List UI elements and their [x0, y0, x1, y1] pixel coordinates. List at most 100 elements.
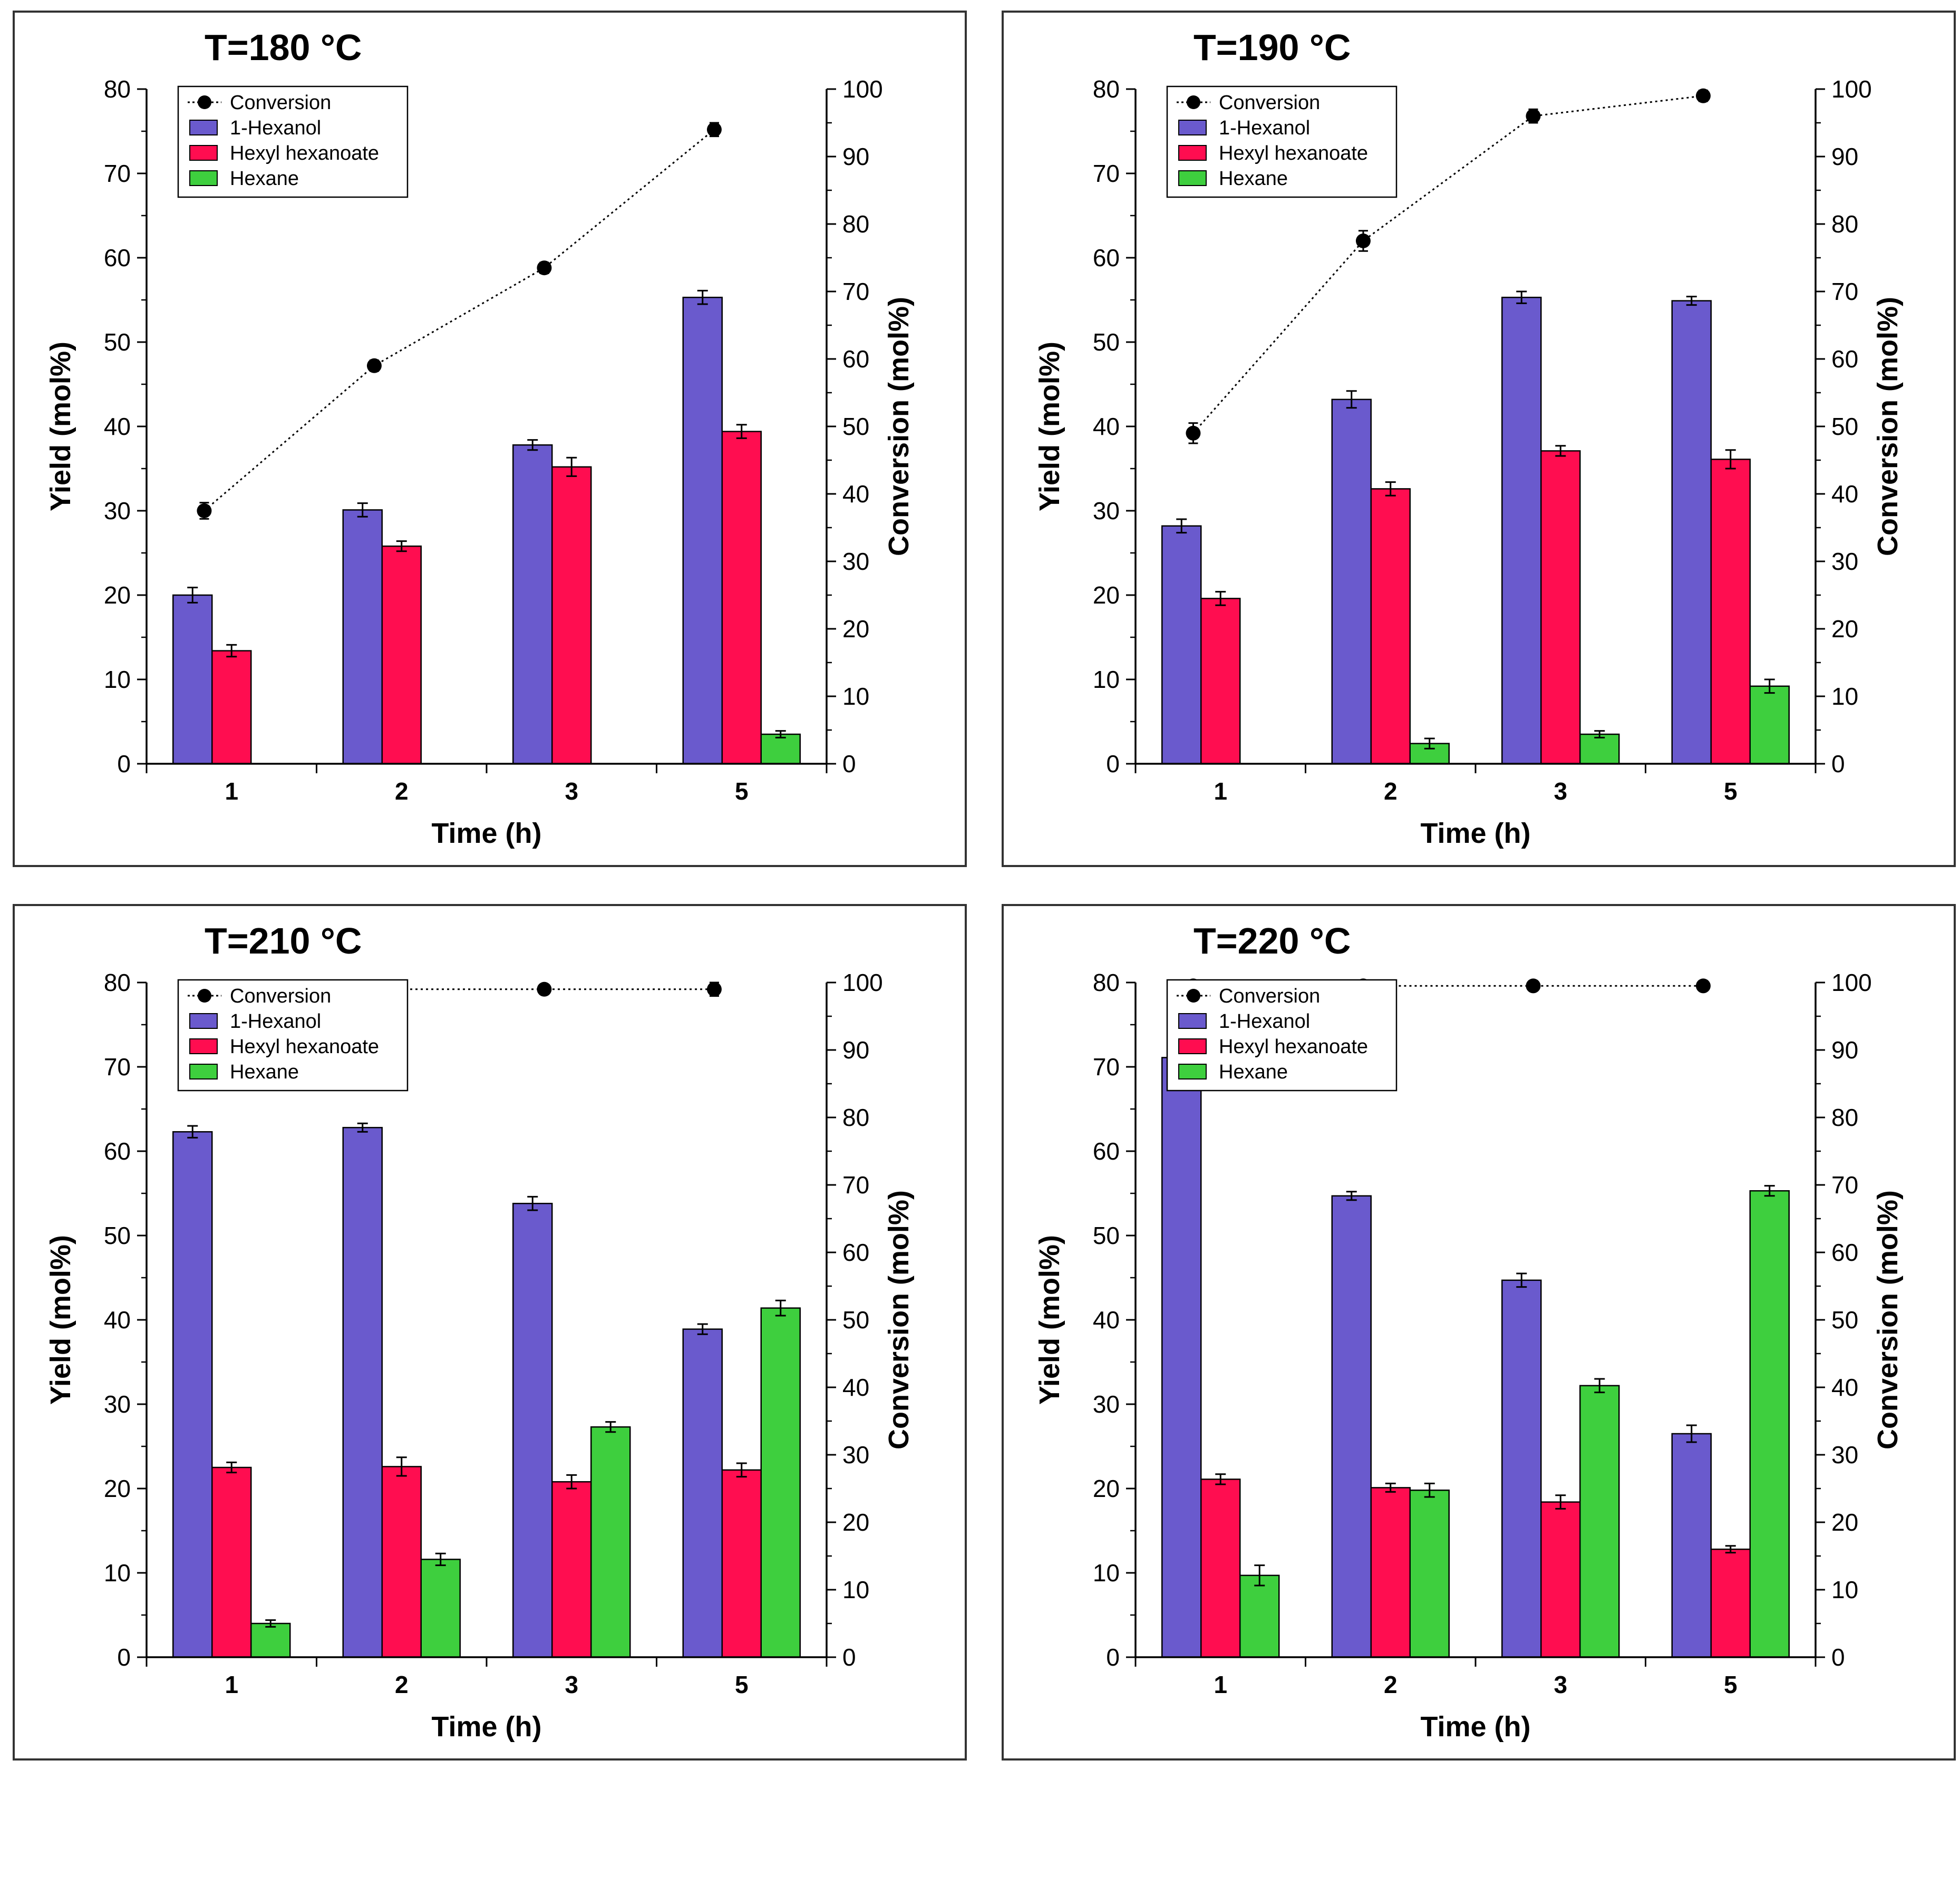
y2-tick-label: 10 [842, 683, 869, 710]
y2-tick-label: 20 [1831, 1509, 1858, 1536]
y2-tick-label: 70 [1831, 1171, 1858, 1199]
y-tick-label: 60 [1093, 1137, 1120, 1165]
bar-hexane-5 [1749, 685, 1790, 765]
y2-tick-label: 0 [842, 1643, 856, 1671]
legend-label: Hexane [1219, 168, 1288, 190]
y-axis-title: Yield (mol%) [45, 1235, 76, 1405]
conversion-point-5 [706, 981, 722, 997]
bar-1-hexanol-5 [682, 296, 723, 765]
y-tick-label: 0 [117, 1643, 131, 1671]
legend-conversion-marker [1187, 95, 1200, 109]
conversion-line [1192, 95, 1704, 434]
y2-tick-label: 80 [842, 210, 869, 238]
bar-hexyl-hexanoate-2 [381, 545, 422, 765]
legend-swatch-hexane [189, 170, 218, 186]
conversion-point-3 [1526, 978, 1541, 994]
legend-conversion-marker [1187, 989, 1200, 1003]
bar-hexane-5 [1749, 1190, 1790, 1658]
y2-tick-label: 50 [842, 413, 869, 440]
y-tick-label: 50 [104, 328, 131, 356]
y-tick-label: 0 [1106, 1643, 1120, 1671]
error-bar [396, 540, 407, 552]
y2-axis-title: Conversion (mol%) [883, 297, 915, 556]
y-tick-label: 30 [1093, 497, 1120, 524]
y-tick-label: 60 [104, 1137, 131, 1165]
conversion-line [203, 988, 714, 1064]
error-bar [736, 424, 747, 439]
y2-tick-label: 40 [1831, 480, 1858, 508]
legend-label: 1-Hexanol [1219, 117, 1310, 139]
legend-conversion-marker [198, 989, 211, 1003]
bar-1-hexanol-3 [1501, 296, 1542, 765]
error-bar [1516, 1272, 1527, 1288]
bar-1-hexanol-2 [342, 509, 383, 765]
y2-tick-label: 70 [842, 278, 869, 305]
bar-1-hexanol-1 [172, 1131, 213, 1658]
legend-swatch-1-hexanol [189, 120, 218, 135]
error-bar [1594, 730, 1605, 738]
legend-swatch-1-hexanol [189, 1013, 218, 1029]
y-tick-label: 30 [104, 497, 131, 524]
legend-label: Hexyl hexanoate [1219, 1036, 1368, 1058]
legend-label: Conversion [1219, 985, 1320, 1007]
conversion-point-3 [537, 981, 552, 997]
y-tick-label: 40 [104, 1306, 131, 1334]
legend: Conversion 1-Hexanol Hexyl hexanoate Hexane [177, 85, 409, 198]
y-tick-label: 50 [104, 1222, 131, 1249]
error-bar [1176, 518, 1187, 534]
error-bar [527, 1195, 538, 1211]
legend-swatch-hexyl-hexanoate [189, 1038, 218, 1054]
y-tick-label: 80 [1093, 969, 1120, 996]
conversion-point-2 [366, 358, 382, 373]
error-bar [1385, 1482, 1396, 1493]
y2-axis-title: Conversion (mol%) [1872, 1190, 1904, 1450]
error-bar [357, 502, 368, 518]
y2-tick-label: 20 [842, 1509, 869, 1536]
bar-1-hexanol-1 [1161, 525, 1202, 765]
error-bar [1424, 1482, 1435, 1498]
bar-hexyl-hexanoate-5 [721, 1469, 762, 1658]
y-tick-label: 80 [104, 75, 131, 103]
error-bar [1686, 1424, 1697, 1443]
error-bar [697, 1323, 708, 1335]
y2-tick-label: 50 [1831, 1306, 1858, 1334]
y-tick-label: 0 [1106, 750, 1120, 777]
bar-1-hexanol-5 [682, 1328, 723, 1658]
bar-hexyl-hexanoate-2 [1370, 1487, 1411, 1658]
conversion-point-5 [706, 122, 722, 137]
bar-hexyl-hexanoate-1 [1200, 1479, 1241, 1658]
x-tick-label-3: 3 [565, 777, 578, 805]
x-tick-label-3: 3 [1554, 777, 1567, 805]
conversion-point-5 [1695, 88, 1711, 103]
y-axis-title: Yield (mol%) [45, 342, 76, 511]
conversion-point-1 [197, 503, 212, 518]
y-tick-label: 0 [117, 750, 131, 777]
y-tick-label: 80 [104, 969, 131, 996]
bar-hexyl-hexanoate-1 [211, 650, 252, 765]
bar-1-hexanol-1 [1161, 1057, 1202, 1658]
error-bar [566, 456, 577, 477]
chart-panel-180: T=180 °C 0 10 20 30 40 50 60 70 80 0 10 20 30 40 50 60 70… [13, 11, 967, 867]
x-tick-label-5: 5 [735, 777, 749, 805]
y2-tick-label: 60 [842, 1239, 869, 1266]
error-bar [1385, 481, 1396, 497]
error-bar [1764, 1185, 1775, 1197]
y2-tick-label: 30 [842, 1441, 869, 1468]
error-bar [527, 439, 538, 451]
chart-panel-210: T=210 °C 0 10 20 30 40 50 60 70 80 0 10 20 30 40 50 60 70… [13, 904, 967, 1761]
y-tick-label: 40 [1093, 413, 1120, 440]
bar-hexane-3 [1579, 1385, 1620, 1658]
legend-swatch-hexyl-hexanoate [189, 145, 218, 161]
bar-hexane-1 [1239, 1574, 1280, 1658]
legend: Conversion 1-Hexanol Hexyl hexanoate Hexane [177, 979, 409, 1092]
error-bar [775, 730, 786, 738]
x-tick-label-2: 2 [395, 1671, 409, 1698]
y2-tick-label: 100 [842, 75, 883, 103]
x-axis-title: Time (h) [1420, 818, 1530, 849]
conversion-point-1 [1186, 425, 1201, 441]
bar-hexane-5 [760, 1307, 801, 1658]
x-tick-label-5: 5 [1724, 777, 1738, 805]
y2-tick-label: 70 [1831, 278, 1858, 305]
y-tick-label: 20 [1093, 1475, 1120, 1502]
x-axis-title: Time (h) [431, 1711, 541, 1743]
